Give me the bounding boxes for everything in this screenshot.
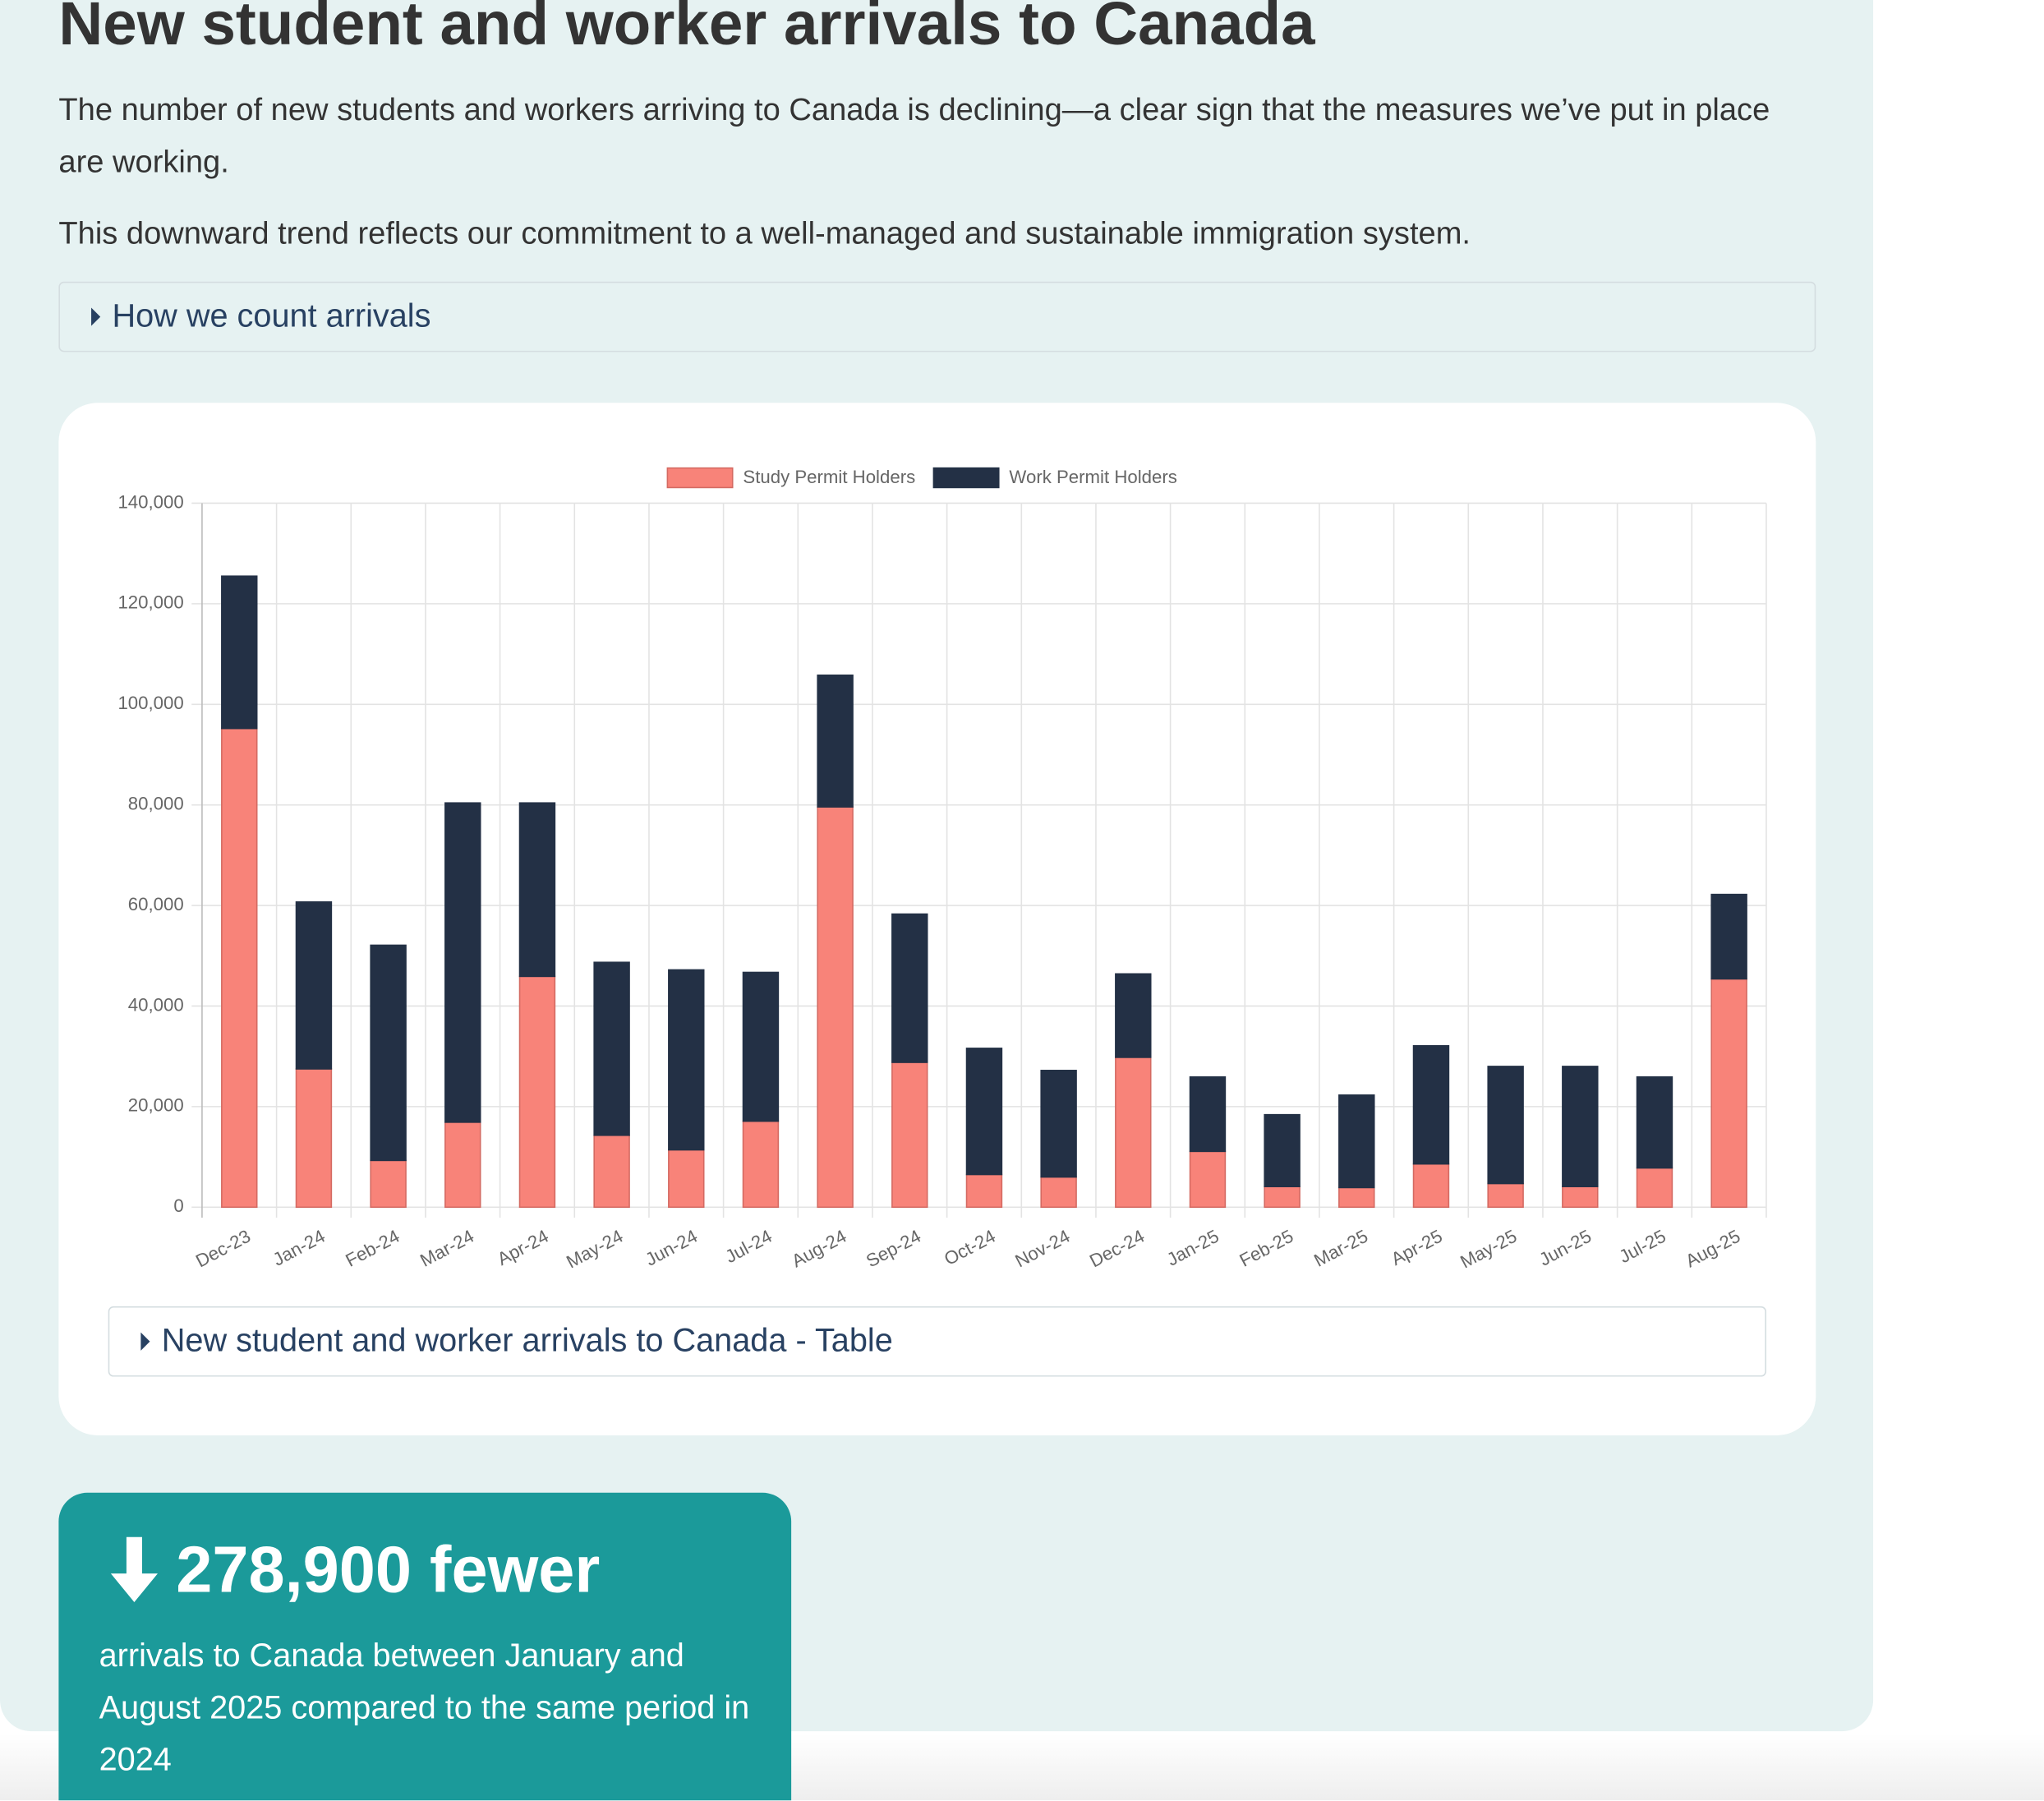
x-tick-label: Apr-24 xyxy=(494,1226,552,1269)
bar-segment xyxy=(1115,973,1152,1058)
bar-segment xyxy=(1040,1070,1077,1178)
y-tick-label: 80,000 xyxy=(128,794,184,814)
y-tick-label: 40,000 xyxy=(128,994,184,1015)
x-tick-label: Dec-23 xyxy=(192,1226,254,1272)
x-tick-label: Sep-24 xyxy=(863,1226,924,1272)
bar-segment xyxy=(1189,1150,1227,1209)
bar-segment xyxy=(295,900,333,1070)
bar-segment xyxy=(1562,1066,1599,1187)
bar-segment xyxy=(295,1068,333,1209)
bar-segment xyxy=(1338,1094,1375,1189)
bar-segment xyxy=(1636,1076,1673,1169)
down-arrow xyxy=(110,1536,158,1603)
bar-segment xyxy=(518,975,556,1209)
x-tick-label: May-25 xyxy=(1457,1226,1520,1273)
bar-segment xyxy=(965,1048,1003,1176)
y-tick-label: 100,000 xyxy=(117,693,183,713)
x-tick-label: Jul-25 xyxy=(1616,1226,1669,1267)
legend-label: Work Permit Holders xyxy=(1009,467,1176,487)
bar-segment xyxy=(221,575,258,730)
intro-text: This downward trend reflects our commitm… xyxy=(58,216,1471,252)
bar-segment xyxy=(370,1159,407,1209)
bar-segment xyxy=(1487,1182,1524,1209)
bar-segment xyxy=(593,961,630,1136)
y-tick-label: 60,000 xyxy=(128,894,184,914)
x-tick-label: May-24 xyxy=(563,1226,626,1273)
bar-segment xyxy=(221,727,258,1209)
bar-segment xyxy=(742,1120,780,1209)
bar-segment xyxy=(1264,1186,1301,1209)
intro-text: The number of new students and workers a… xyxy=(58,92,1770,180)
bar-segment xyxy=(444,802,481,1123)
bar-segment xyxy=(1115,1057,1152,1209)
bar-segment xyxy=(518,802,556,978)
legend-swatch xyxy=(666,467,734,489)
bar-segment xyxy=(817,806,854,1209)
x-tick-label: Apr-25 xyxy=(1388,1226,1446,1269)
legend-label: Study Permit Holders xyxy=(743,467,915,487)
bar-segment xyxy=(444,1122,481,1209)
x-tick-label: Jul-24 xyxy=(722,1226,776,1267)
chart: 0 20,000 40,000 60,000 80,000 100,000 120,000 1… xyxy=(117,467,1767,1273)
y-tick-label: 140,000 xyxy=(117,491,183,512)
bar-segment xyxy=(1710,893,1747,980)
bar-segment xyxy=(1412,1045,1450,1165)
x-tick-label: Aug-25 xyxy=(1682,1226,1743,1272)
legend-swatch xyxy=(932,467,1000,489)
x-tick-label: Jun-24 xyxy=(642,1226,701,1270)
bar-segment xyxy=(1189,1076,1227,1153)
x-tick-label: Feb-25 xyxy=(1236,1226,1297,1271)
bar-segment xyxy=(1487,1066,1524,1185)
x-tick-label: Dec-24 xyxy=(1086,1226,1148,1272)
x-tick-label: Jan-25 xyxy=(1163,1226,1222,1270)
bar-segment xyxy=(1412,1163,1450,1209)
bar-segment xyxy=(965,1173,1003,1209)
bar-segment xyxy=(593,1134,630,1209)
y-tick-label: 20,000 xyxy=(128,1095,184,1116)
bar-segment xyxy=(1264,1113,1301,1187)
x-tick-label: Oct-24 xyxy=(941,1226,999,1269)
bar-segment xyxy=(668,969,705,1151)
bar-segment xyxy=(370,944,407,1162)
stat-headline: 278,900 fewer xyxy=(176,1532,601,1606)
details-label: How we count arrivals xyxy=(112,297,431,334)
x-tick-label: Mar-25 xyxy=(1310,1226,1371,1271)
bar-segment xyxy=(1636,1167,1673,1209)
x-tick-label: Aug-24 xyxy=(788,1226,849,1272)
details-toggle[interactable]: How we count arrivals xyxy=(58,281,1816,352)
y-tick-label: 0 xyxy=(173,1195,183,1216)
bar-segment xyxy=(817,674,854,808)
table-toggle[interactable]: New student and worker arrivals to Canad… xyxy=(108,1306,1766,1377)
x-tick-label: Nov-24 xyxy=(1011,1226,1073,1272)
stat-box: 278,900 fewer arrivals to Canada between… xyxy=(58,1492,792,1801)
bar-segment xyxy=(742,971,780,1122)
bar-segment xyxy=(891,913,928,1063)
chart-card: 0 20,000 40,000 60,000 80,000 100,000 120,000 1… xyxy=(58,403,1816,1435)
x-tick-label: Feb-24 xyxy=(343,1226,403,1271)
x-tick-label: Mar-24 xyxy=(417,1226,477,1271)
bar-segment xyxy=(891,1062,928,1209)
page-title: New student and worker arrivals to Canad… xyxy=(58,0,1315,58)
y-tick-label: 120,000 xyxy=(117,592,183,613)
stat-text: arrivals to Canada between January and A… xyxy=(99,1637,750,1779)
table-label: New student and worker arrivals to Canad… xyxy=(161,1322,893,1360)
x-tick-label: Jun-25 xyxy=(1535,1226,1595,1270)
bar-segment xyxy=(1710,978,1747,1209)
bar-segment xyxy=(1040,1176,1077,1209)
bar-segment xyxy=(1562,1186,1599,1209)
bar-segment xyxy=(668,1149,705,1209)
bar-segment xyxy=(1338,1186,1375,1209)
x-tick-label: Jan-24 xyxy=(269,1226,329,1270)
